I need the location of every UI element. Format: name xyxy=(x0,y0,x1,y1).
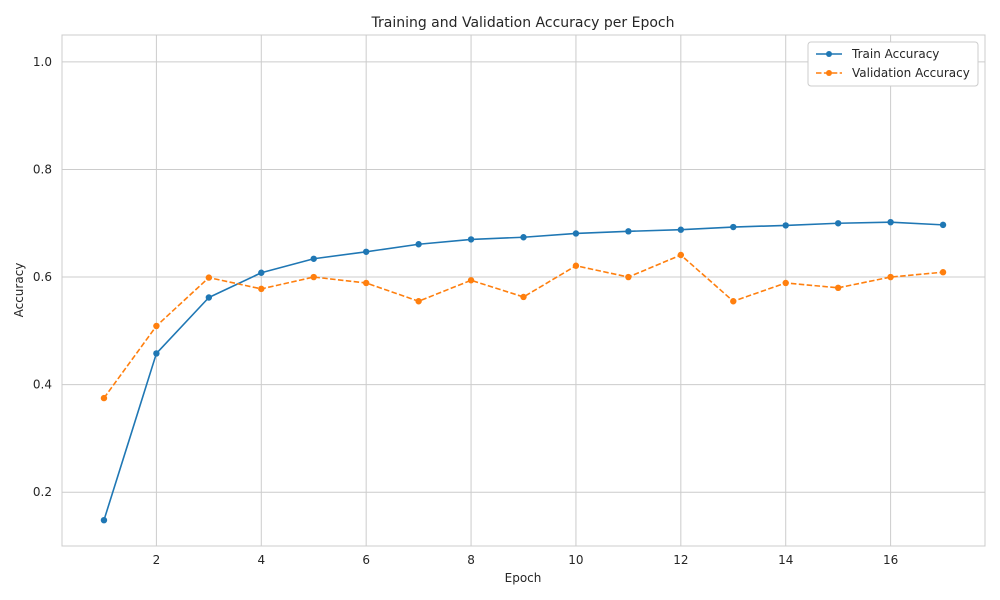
data-point-0-13 xyxy=(782,222,789,229)
x-tick-label: 6 xyxy=(362,553,370,567)
data-point-0-8 xyxy=(520,234,527,241)
data-point-1-4 xyxy=(310,273,317,281)
data-point-1-1 xyxy=(153,322,160,330)
y-axis-label: Accuracy xyxy=(12,263,26,318)
data-point-1-0 xyxy=(100,394,108,402)
plot-frame xyxy=(61,34,986,547)
x-tick-label: 8 xyxy=(467,553,475,567)
legend-label-train: Train Accuracy xyxy=(851,47,939,61)
data-point-0-9 xyxy=(572,230,580,237)
data-point-0-2 xyxy=(205,294,213,301)
data-point-0-15 xyxy=(887,218,894,226)
data-point-1-16 xyxy=(939,269,947,276)
data-point-0-14 xyxy=(834,220,842,227)
series-layer xyxy=(100,218,947,524)
data-point-0-7 xyxy=(467,236,475,243)
chart-title: Training and Validation Accuracy per Epo… xyxy=(370,15,674,31)
data-point-1-10 xyxy=(625,273,632,281)
y-tick-label: 0.2 xyxy=(33,485,52,499)
data-point-0-10 xyxy=(625,228,632,235)
data-point-1-2 xyxy=(205,274,213,281)
x-tick-label: 2 xyxy=(153,553,161,567)
legend-marker-train xyxy=(826,51,832,57)
y-tick-label: 0.8 xyxy=(33,162,52,176)
legend-label-validation: Validation Accuracy xyxy=(852,66,970,80)
data-point-0-11 xyxy=(677,226,685,233)
x-tick-label: 10 xyxy=(568,553,583,567)
data-point-0-5 xyxy=(362,248,370,255)
data-point-0-16 xyxy=(939,221,947,229)
data-point-0-4 xyxy=(310,255,317,262)
data-point-1-11 xyxy=(677,251,685,259)
data-point-1-15 xyxy=(887,273,894,281)
data-point-0-3 xyxy=(258,269,265,276)
data-point-1-9 xyxy=(572,262,580,269)
x-tick-label: 12 xyxy=(673,553,688,567)
x-tick-label: 16 xyxy=(883,553,898,567)
data-point-1-5 xyxy=(362,279,370,287)
data-point-0-6 xyxy=(415,241,422,248)
data-point-1-14 xyxy=(834,284,842,292)
legend-box xyxy=(807,41,979,87)
legend: Train Accuracy Validation Accuracy xyxy=(807,41,979,87)
plot-border xyxy=(61,34,986,547)
data-point-1-13 xyxy=(782,279,789,287)
y-tick-label: 0.6 xyxy=(33,270,52,284)
x-tick-label: 14 xyxy=(778,553,793,567)
x-axis-label: Epoch xyxy=(505,571,542,585)
y-tick-label: 1.0 xyxy=(33,55,52,69)
data-point-1-6 xyxy=(415,298,422,305)
plot-area xyxy=(62,35,985,546)
data-point-1-3 xyxy=(258,285,265,293)
y-tick-labels: 0.2 0.4 0.6 0.8 1.0 xyxy=(33,55,52,499)
y-tick-label: 0.4 xyxy=(33,378,52,392)
data-point-1-12 xyxy=(730,298,737,305)
data-point-1-8 xyxy=(520,293,527,301)
x-tick-labels: 2 4 6 8 10 12 14 16 xyxy=(153,553,899,567)
legend-marker-validation xyxy=(826,70,832,76)
series-line-1 xyxy=(103,254,944,399)
data-point-0-12 xyxy=(730,223,737,231)
data-point-0-1 xyxy=(153,350,160,357)
data-point-1-7 xyxy=(467,277,475,284)
x-tick-label: 4 xyxy=(257,553,265,567)
data-point-0-0 xyxy=(100,516,108,524)
